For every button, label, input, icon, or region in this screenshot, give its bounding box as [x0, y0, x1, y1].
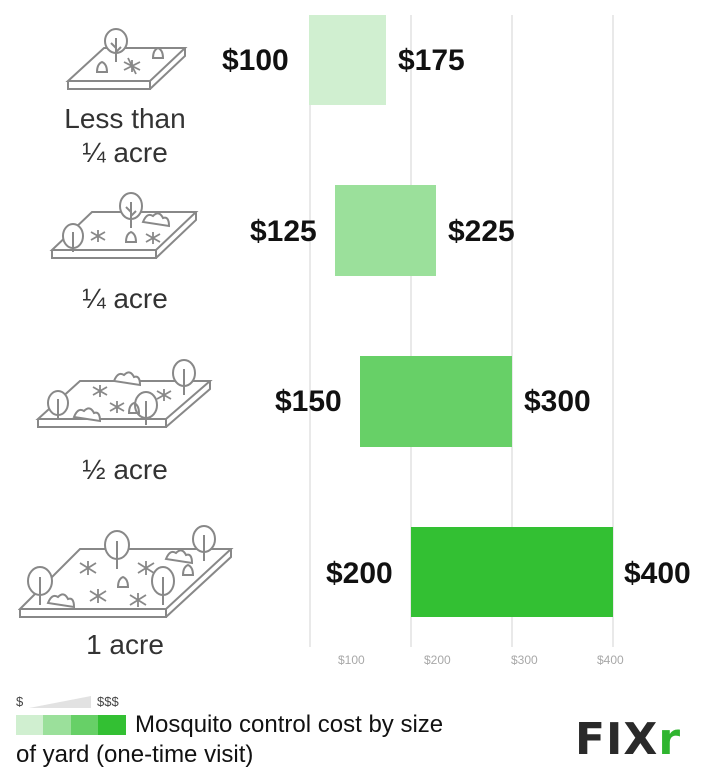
- low-value-label: $100: [222, 44, 289, 77]
- one-acre-yard-icon: [18, 525, 234, 618]
- category-label: ½ acre: [82, 454, 168, 485]
- gridline-100: [309, 15, 311, 647]
- category-label: ¼ acre: [82, 283, 168, 314]
- quarter-acre-yard-icon: [49, 192, 199, 259]
- gridline-300: [511, 15, 513, 647]
- low-value-label: $150: [275, 385, 342, 418]
- high-value-label: $300: [524, 385, 591, 418]
- small-yard-icon: [65, 28, 188, 90]
- low-value-label: $125: [250, 215, 317, 248]
- high-value-label: $400: [624, 557, 691, 590]
- x-tick-label: $300: [511, 653, 538, 667]
- legend-swatch-2: [43, 715, 71, 735]
- bar-quarter-acre: [335, 185, 436, 276]
- x-tick-label: $100: [338, 653, 365, 667]
- bar-half-acre: [360, 356, 512, 447]
- legend-swatch-3: [71, 715, 98, 735]
- chart-title-line2: of yard (one-time visit): [16, 741, 254, 768]
- legend-ramp-wedge: [29, 696, 91, 708]
- category-label: Less than ¼ acre: [64, 103, 186, 168]
- gridline-200: [410, 15, 412, 647]
- bar-one-acre: [411, 527, 613, 617]
- x-tick-label: $200: [424, 653, 451, 667]
- category-label: 1 acre: [86, 629, 164, 660]
- bar-less-than-quarter-acre: [309, 15, 386, 105]
- high-value-label: $175: [398, 44, 465, 77]
- legend-swatch-4: [98, 715, 126, 735]
- low-value-label: $200: [326, 557, 393, 590]
- chart-title-line1: Mosquito control cost by size: [135, 711, 444, 738]
- x-tick-label: $400: [597, 653, 624, 667]
- half-acre-yard-icon: [35, 359, 213, 428]
- legend-low-label: $: [16, 694, 24, 709]
- high-value-label: $225: [448, 215, 515, 248]
- gridline-400: [612, 15, 614, 647]
- legend-high-label: $$$: [97, 694, 119, 709]
- legend-swatch-1: [16, 715, 43, 735]
- fixr-logo: FIXr: [575, 714, 682, 765]
